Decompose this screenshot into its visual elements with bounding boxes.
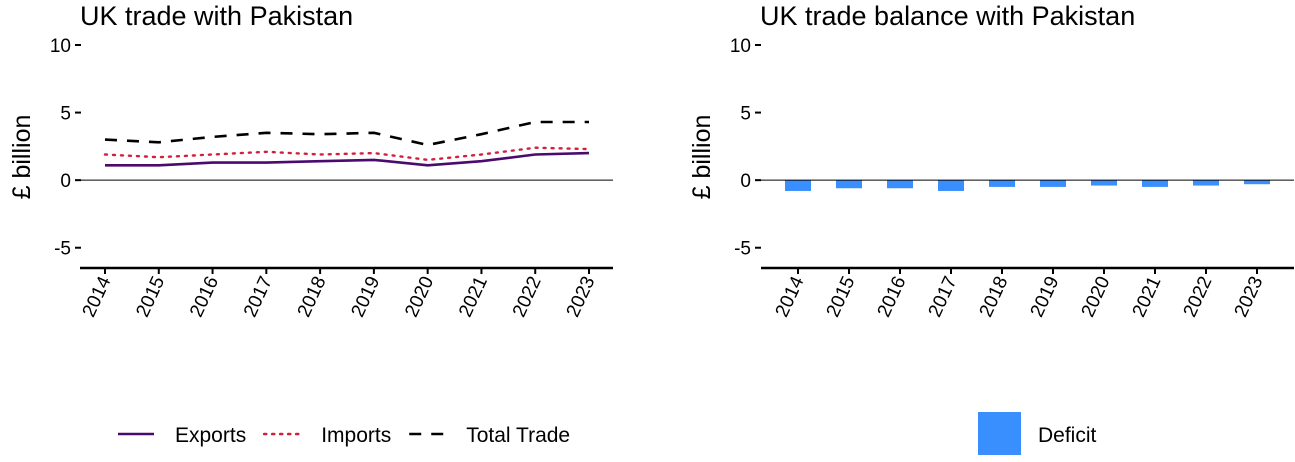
trade-chart-x-tick-label: 2021 bbox=[455, 273, 492, 320]
trade-chart-y-axis-label: £ billion bbox=[8, 115, 36, 200]
trade-chart-x-tick-label: 2015 bbox=[132, 273, 169, 320]
trade-chart-legend: Exports Imports Total Trade bbox=[118, 424, 570, 447]
bar-deficit-2020 bbox=[1091, 180, 1117, 186]
balance-chart-x-tick-label: 2015 bbox=[823, 273, 860, 320]
bar-deficit-2022 bbox=[1193, 180, 1219, 186]
trade-chart-x-tick-label: 2016 bbox=[186, 273, 223, 320]
bar-deficit-2015 bbox=[836, 180, 862, 189]
bar-deficit-2021 bbox=[1142, 180, 1168, 187]
legend-item-imports: Imports bbox=[262, 424, 391, 447]
bar-deficit-2017 bbox=[938, 180, 964, 191]
balance-chart: UK trade balance with Pakistan £ billion… bbox=[688, 1, 1294, 455]
trade-chart-y-tick-label: -5 bbox=[54, 239, 71, 260]
legend-swatch-deficit bbox=[978, 412, 1021, 455]
bar-deficit-2014 bbox=[785, 180, 811, 191]
balance-chart-x-tick-label: 2016 bbox=[874, 273, 911, 320]
trade-chart-x-tick-label: 2017 bbox=[240, 273, 277, 320]
bar-deficit-2016 bbox=[887, 180, 913, 189]
legend-label-deficit: Deficit bbox=[1038, 424, 1097, 447]
legend-item-exports: Exports bbox=[118, 424, 246, 447]
balance-chart-x-tick-label: 2020 bbox=[1078, 273, 1115, 320]
balance-chart-bars bbox=[785, 180, 1270, 191]
trade-chart-x-tick-label: 2022 bbox=[509, 273, 546, 320]
trade-chart-x-tick-label: 2020 bbox=[401, 273, 438, 320]
trade-chart-title: UK trade with Pakistan bbox=[80, 1, 353, 31]
balance-chart-y-tick-label: 5 bbox=[740, 104, 751, 125]
legend-label-exports: Exports bbox=[175, 424, 246, 447]
bar-deficit-2019 bbox=[1040, 180, 1066, 187]
balance-chart-x-tick-label: 2021 bbox=[1129, 273, 1166, 320]
trade-chart-x-tick-label: 2023 bbox=[563, 273, 600, 320]
trade-chart-x-axis: 2014 2015 2016 2017 2018 2019 2020 2021 2022 2023 bbox=[79, 266, 613, 321]
legend-label-total-trade: Total Trade bbox=[466, 424, 570, 447]
balance-chart-title: UK trade balance with Pakistan bbox=[760, 1, 1135, 31]
balance-chart-x-tick-label: 2018 bbox=[976, 273, 1013, 320]
balance-chart-legend: Deficit bbox=[978, 412, 1097, 455]
trade-chart-x-tick-label: 2014 bbox=[79, 273, 116, 321]
balance-chart-x-tick-label: 2023 bbox=[1231, 273, 1268, 320]
legend-label-imports: Imports bbox=[321, 424, 391, 447]
balance-chart-y-tick-label: 0 bbox=[740, 171, 751, 192]
series-line-total-trade bbox=[104, 120, 589, 147]
balance-chart-y-axis-label: £ billion bbox=[688, 115, 716, 200]
balance-chart-x-tick-label: 2014 bbox=[772, 273, 809, 321]
legend-item-total-trade: Total Trade bbox=[409, 424, 570, 447]
trade-chart-y-tick-label: 10 bbox=[50, 36, 71, 57]
trade-chart-y-tick-label: 5 bbox=[60, 104, 71, 125]
balance-chart-x-tick-label: 2019 bbox=[1027, 273, 1064, 320]
balance-chart-x-tick-label: 2022 bbox=[1180, 273, 1217, 320]
trade-chart: UK trade with Pakistan £ billion -50510 … bbox=[8, 1, 613, 447]
legend-item-deficit: Deficit bbox=[978, 412, 1097, 455]
series-line-exports bbox=[105, 151, 590, 167]
bar-deficit-2018 bbox=[989, 180, 1015, 187]
balance-chart-y-tick-label: 10 bbox=[730, 36, 751, 57]
trade-chart-y-ticks: -5 0 5 10 bbox=[50, 36, 81, 260]
balance-chart-x-tick-label: 2017 bbox=[925, 273, 962, 320]
trade-chart-lines bbox=[103, 120, 591, 167]
balance-chart-x-axis: 2014 2015 2016 2017 2018 2019 2020 2021 2022 2023 bbox=[761, 266, 1294, 321]
trade-chart-x-tick-label: 2018 bbox=[294, 273, 331, 320]
balance-chart-y-tick-label: -5 bbox=[734, 239, 751, 260]
bar-deficit-2023 bbox=[1244, 180, 1270, 185]
balance-chart-y-ticks: -5 0 5 10 bbox=[730, 36, 761, 260]
trade-chart-y-tick-label: 0 bbox=[60, 171, 71, 192]
series-line-imports bbox=[103, 146, 591, 162]
trade-chart-x-tick-label: 2019 bbox=[348, 273, 385, 320]
